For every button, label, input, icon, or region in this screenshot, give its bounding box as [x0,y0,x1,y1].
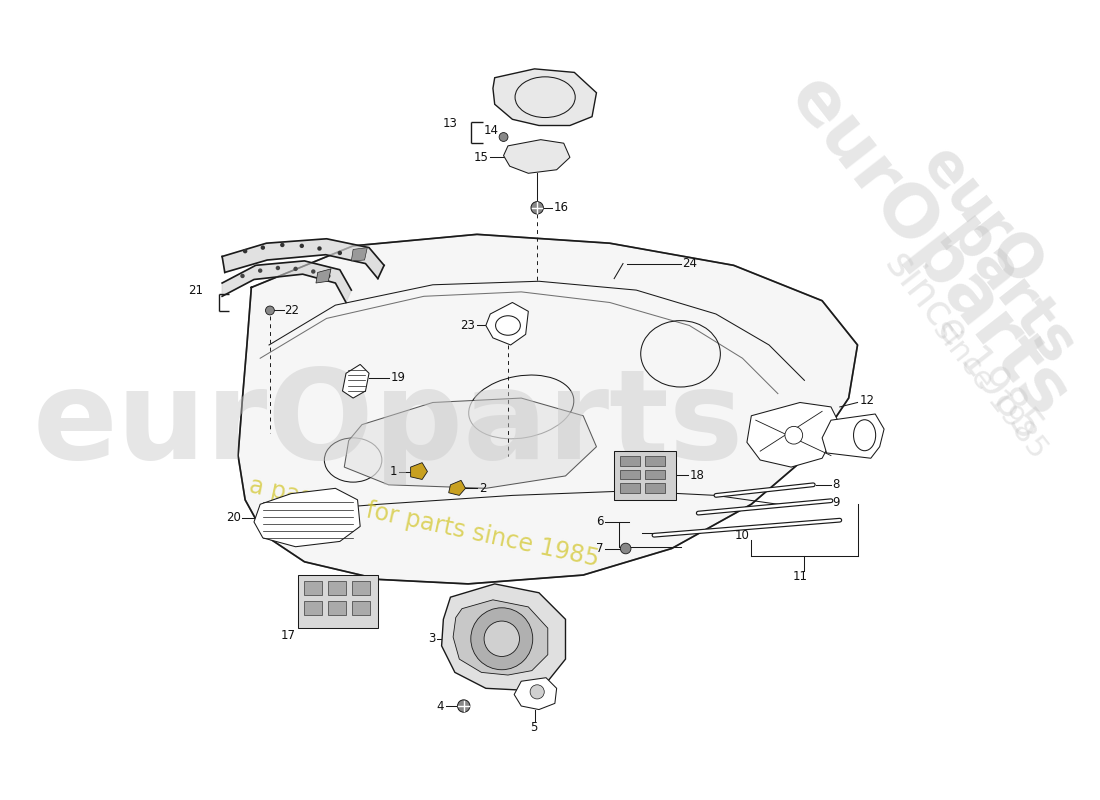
Text: 12: 12 [859,394,874,407]
Bar [352,601,370,615]
Text: 21: 21 [188,284,202,297]
Circle shape [240,274,244,278]
Circle shape [458,700,470,712]
Text: 15: 15 [474,151,488,164]
Bar [645,457,664,466]
Polygon shape [222,261,351,302]
Circle shape [299,244,304,248]
Text: 11: 11 [792,570,807,583]
Text: 19: 19 [390,371,405,384]
Text: 7: 7 [596,542,604,555]
Text: 9: 9 [833,496,840,509]
Circle shape [484,621,519,657]
Text: 4: 4 [437,699,444,713]
Bar [352,582,370,595]
Polygon shape [342,365,369,398]
Polygon shape [238,234,858,584]
Bar [328,582,346,595]
Circle shape [326,274,330,278]
Circle shape [785,426,803,444]
Text: a passion for parts since 1985: a passion for parts since 1985 [246,473,601,571]
Polygon shape [410,462,428,479]
Bar [328,601,346,615]
Text: 16: 16 [554,202,569,214]
Bar [305,601,322,615]
Bar [645,470,664,479]
Circle shape [338,250,342,255]
Circle shape [311,270,316,274]
Text: since 1985: since 1985 [927,314,1053,464]
Polygon shape [747,402,839,467]
Circle shape [531,202,543,214]
Circle shape [280,242,285,247]
Text: eurOparts: eurOparts [33,364,744,485]
Text: 14: 14 [484,124,499,138]
Polygon shape [449,480,465,495]
Text: eurO: eurO [910,136,1053,297]
Text: 17: 17 [280,629,296,642]
Polygon shape [441,584,565,690]
Circle shape [243,249,248,254]
Bar [305,582,322,595]
Text: 22: 22 [284,304,299,317]
Text: 1: 1 [389,465,397,478]
Bar [620,483,640,493]
Polygon shape [504,140,570,174]
Circle shape [620,543,631,554]
Text: eurOparts: eurOparts [774,64,1082,431]
Text: 24: 24 [682,257,697,270]
Text: 13: 13 [442,118,458,130]
Bar [620,470,640,479]
Bar [614,451,676,500]
Bar [645,483,664,493]
Circle shape [530,685,544,699]
Polygon shape [351,248,367,261]
Polygon shape [514,678,557,710]
Polygon shape [316,269,331,283]
Text: 18: 18 [690,469,704,482]
Circle shape [265,306,274,315]
Polygon shape [344,398,596,488]
Circle shape [294,266,298,271]
Text: parts: parts [934,206,1086,378]
Text: 5: 5 [530,721,537,734]
Circle shape [261,246,265,250]
Text: 20: 20 [226,511,241,524]
Circle shape [471,608,532,670]
Text: since 1985: since 1985 [877,242,1050,447]
Text: 6: 6 [596,515,604,529]
Polygon shape [254,488,360,546]
Circle shape [499,133,508,142]
Polygon shape [822,414,884,458]
Polygon shape [493,69,596,126]
Bar [620,457,640,466]
Text: 2: 2 [478,482,486,495]
Text: 8: 8 [833,478,840,491]
Circle shape [317,246,321,250]
Text: 3: 3 [428,632,436,646]
Bar [298,575,378,628]
Circle shape [258,269,263,273]
Circle shape [276,266,280,270]
Polygon shape [486,302,528,345]
Text: 10: 10 [735,529,750,542]
Text: 23: 23 [461,319,475,332]
Polygon shape [222,238,384,278]
Polygon shape [453,600,548,675]
